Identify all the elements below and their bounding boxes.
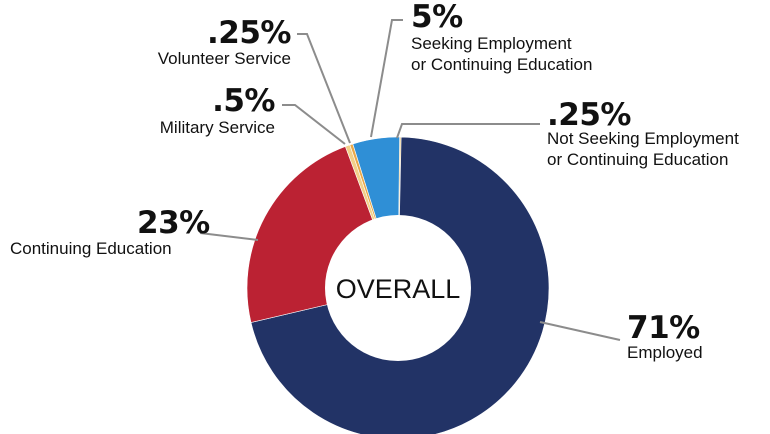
slice-label-military-service: Military Service: [160, 118, 275, 137]
leader-line-seeking: [370, 19, 403, 138]
leader-line-military-service: [282, 104, 346, 145]
leader-lines: [199, 19, 621, 341]
slice-label-employed: Employed: [627, 343, 703, 362]
leader-line-volunteer-service: [297, 33, 351, 144]
slice-label-seeking-line-2: or Continuing Education: [411, 55, 592, 74]
slice-value-employed: 71%: [627, 310, 700, 346]
leader-line-not-seeking: [396, 123, 540, 139]
slice-label-not-seeking-line-2: or Continuing Education: [547, 150, 728, 169]
slice-label-seeking-line-1: Seeking Employment: [411, 34, 572, 53]
center-label: OVERALL: [336, 274, 461, 304]
slice-value-seeking: 5%: [411, 0, 463, 35]
slice-value-not-seeking: .25%: [547, 97, 631, 133]
slice-label-volunteer-service: Volunteer Service: [158, 49, 291, 68]
slice-value-continuing-education: 23%: [137, 205, 210, 241]
slice-value-volunteer-service: .25%: [207, 15, 291, 51]
slice-value-military-service: .5%: [212, 83, 275, 119]
slice-label-not-seeking-line-1: Not Seeking Employment: [547, 129, 739, 148]
slice-label-continuing-education: Continuing Education: [10, 239, 172, 258]
leader-line-continuing-education: [199, 232, 259, 241]
donut-hole: [325, 215, 471, 361]
leader-line-employed: [539, 321, 621, 341]
